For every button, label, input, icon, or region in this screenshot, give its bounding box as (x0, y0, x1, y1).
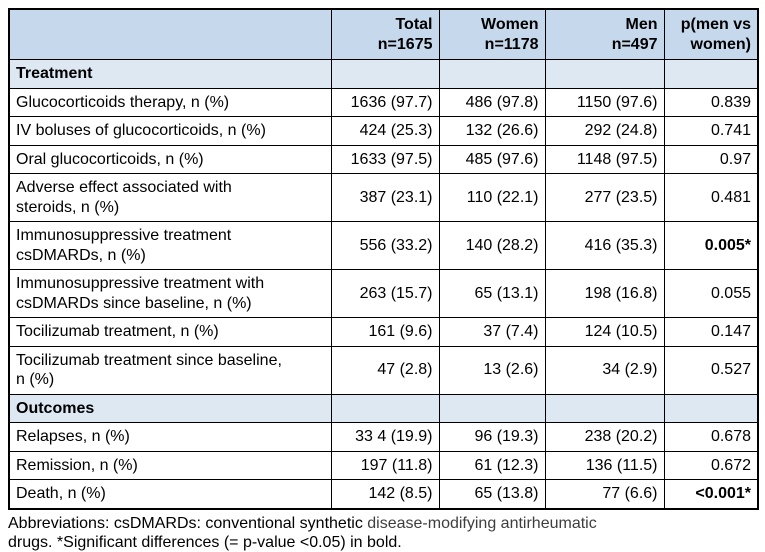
total-cell: 197 (11.8) (330, 450, 440, 480)
col-header-total-label: Total (395, 16, 433, 33)
col-header-men: Men n=497 (544, 8, 665, 60)
p-value-cell: 0.839 (663, 87, 759, 117)
men-cell: 238 (20.2) (544, 422, 665, 452)
row-label-cell: Immunosuppressive treatment csDMARDs, n … (8, 221, 332, 270)
row-label-cell: Glucocorticoids therapy, n (%) (8, 87, 332, 117)
col-header-women-label: Women (481, 16, 539, 33)
p-value-cell: 0.005* (663, 221, 759, 270)
row-label-cell: Oral glucocorticoids, n (%) (8, 144, 332, 174)
row-label-cell: Death, n (%) (8, 479, 332, 509)
total-cell-empty (330, 393, 440, 423)
p-value-cell: 0.481 (663, 173, 759, 222)
total-cell: 47 (2.8) (330, 345, 440, 395)
p-value-cell: 0.97 (663, 144, 759, 174)
men-cell-empty (544, 393, 665, 423)
col-header-pvalue-line2: women) (690, 35, 751, 53)
table-row: IV boluses of glucocorticoids, n (%) 424 … (8, 116, 759, 146)
col-header-women-n: n=1178 (484, 35, 539, 53)
row-label-cell: Remission, n (%) (8, 450, 332, 480)
table-row: Immunosuppressive treatment csDMARDs, n … (8, 221, 759, 270)
men-cell: 277 (23.5) (544, 173, 665, 222)
women-cell: 61 (12.3) (438, 450, 546, 480)
women-cell: 485 (97.6) (438, 144, 546, 174)
footnote-gray-text: disease-modifying antirheumatic (367, 514, 597, 532)
col-header-total-n: n=1675 (377, 35, 433, 53)
men-cell: 292 (24.8) (544, 116, 665, 146)
men-cell: 77 (6.6) (544, 479, 665, 509)
row-label-cell: Tocilizumab treatment since baseline, n … (8, 345, 332, 395)
footnote-significance-text: drugs. *Significant differences (= p-val… (8, 533, 402, 551)
men-cell: 124 (10.5) (544, 317, 665, 347)
table-row: Immunosuppressive treatment with csDMARD… (8, 269, 759, 318)
table-row: Adverse effect associated with steroids,… (8, 173, 759, 222)
p-value-cell-empty (663, 393, 759, 423)
p-value-cell: 0.672 (663, 450, 759, 480)
men-cell: 416 (35.3) (544, 221, 665, 270)
section-row: Treatment (8, 59, 759, 89)
men-cell: 34 (2.9) (544, 345, 665, 395)
total-cell-empty (330, 59, 440, 89)
row-label-cell: IV boluses of glucocorticoids, n (%) (8, 116, 332, 146)
women-cell: 96 (19.3) (438, 422, 546, 452)
p-value-cell: 0.147 (663, 317, 759, 347)
total-cell: 424 (25.3) (330, 116, 440, 146)
men-cell-empty (544, 59, 665, 89)
summary-table: Total n=1675 Women n=1178 Men n=497 p(me… (8, 8, 759, 510)
total-cell: 1636 (97.7) (330, 87, 440, 117)
table-row: Glucocorticoids therapy, n (%) 1636 (97.7… (8, 87, 759, 117)
table-row: Relapses, n (%) 33 4 (19.9) 96 (19.3) 238 (… (8, 422, 759, 452)
p-value-cell: 0.678 (663, 422, 759, 452)
women-cell: 110 (22.1) (438, 173, 546, 222)
section-label: Treatment (8, 59, 332, 89)
row-label-cell: Adverse effect associated with steroids,… (8, 173, 332, 222)
section-label: Outcomes (8, 393, 332, 423)
footnote: Abbreviations: csDMARDs: conventional sy… (8, 514, 757, 552)
women-cell: 37 (7.4) (438, 317, 546, 347)
section-row: Outcomes (8, 393, 759, 423)
men-cell: 136 (11.5) (544, 450, 665, 480)
women-cell: 486 (97.8) (438, 87, 546, 117)
table-body: Treatment Glucocorticoids therapy, n (%) 1… (8, 59, 759, 509)
col-header-pvalue-line1: p(men vs (680, 16, 751, 33)
row-label-cell: Immunosuppressive treatment with csDMARD… (8, 269, 332, 318)
men-cell: 1148 (97.5) (544, 144, 665, 174)
total-cell: 556 (33.2) (330, 221, 440, 270)
col-header-men-n: n=497 (611, 35, 658, 53)
p-value-cell: 0.741 (663, 116, 759, 146)
total-cell: 33 4 (19.9) (330, 422, 440, 452)
men-cell: 1150 (97.6) (544, 87, 665, 117)
row-label-cell: Tocilizumab treatment, n (%) (8, 317, 332, 347)
women-cell-empty (438, 59, 546, 89)
p-value-cell: 0.055 (663, 269, 759, 318)
women-cell: 65 (13.1) (438, 269, 546, 318)
women-cell: 65 (13.8) (438, 479, 546, 509)
table-row: Tocilizumab treatment, n (%) 161 (9.6) 37 … (8, 317, 759, 347)
col-header-total: Total n=1675 (330, 8, 440, 60)
col-header-pvalue: p(men vs women) (663, 8, 759, 60)
table-header-row: Total n=1675 Women n=1178 Men n=497 p(me… (8, 8, 759, 60)
p-value-cell: 0.527 (663, 345, 759, 395)
p-value-cell-empty (663, 59, 759, 89)
footnote-abbreviations-text: Abbreviations: csDMARDs: conventional sy… (8, 514, 368, 532)
table-row: Death, n (%) 142 (8.5) 65 (13.8) 77 (6.6) <0… (8, 479, 759, 509)
total-cell: 1633 (97.5) (330, 144, 440, 174)
table-row: Tocilizumab treatment since baseline, n … (8, 345, 759, 395)
p-value-cell: <0.001* (663, 479, 759, 509)
total-cell: 387 (23.1) (330, 173, 440, 222)
women-cell-empty (438, 393, 546, 423)
total-cell: 161 (9.6) (330, 317, 440, 347)
table-row: Oral glucocorticoids, n (%) 1633 (97.5) 48… (8, 144, 759, 174)
table-row: Remission, n (%) 197 (11.8) 61 (12.3) 136 (… (8, 450, 759, 480)
col-header-stub (8, 8, 332, 60)
col-header-women: Women n=1178 (438, 8, 546, 60)
men-cell: 198 (16.8) (544, 269, 665, 318)
total-cell: 142 (8.5) (330, 479, 440, 509)
women-cell: 132 (26.6) (438, 116, 546, 146)
women-cell: 13 (2.6) (438, 345, 546, 395)
women-cell: 140 (28.2) (438, 221, 546, 270)
total-cell: 263 (15.7) (330, 269, 440, 318)
row-label-cell: Relapses, n (%) (8, 422, 332, 452)
col-header-men-label: Men (625, 16, 658, 33)
